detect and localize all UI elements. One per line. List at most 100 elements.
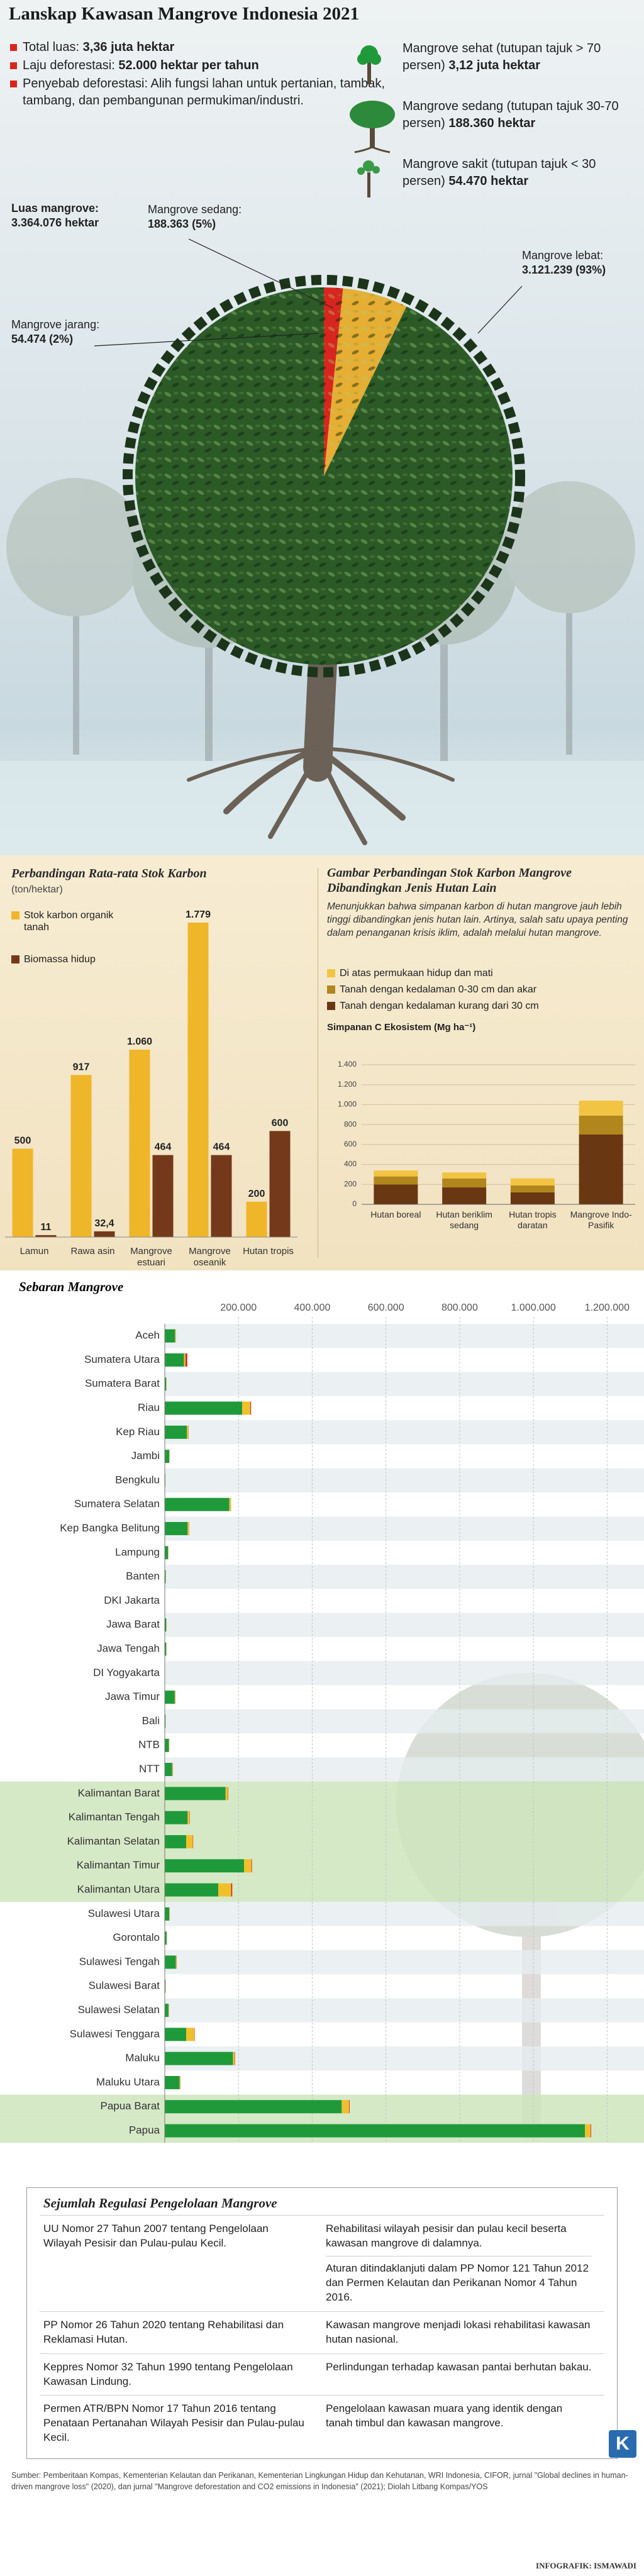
chart-distribution: Sebaran Mangrove 200.000 400.000 600.000 80… [0, 1279, 644, 2143]
bar-segment [165, 2028, 186, 2041]
y-tick-label: 600 [344, 1140, 357, 1148]
bar-segment [192, 1835, 194, 1848]
bar-segment [169, 1907, 170, 1921]
condition-value: 3,12 juta hektar [448, 58, 540, 72]
y-tick-label: DKI Jakarta [104, 1594, 160, 1606]
summary-item: Total luas: 3,36 juta hektar [9, 39, 386, 56]
y-tick-label: 1.200 [338, 1080, 357, 1089]
bar-segment [165, 1377, 167, 1391]
condition-value: 54.470 hektar [448, 174, 529, 188]
chart-description: Menunjukkan bahwa simpanan karbon di hut… [327, 901, 628, 938]
regulation-name: Keppres Nomor 32 Tahun 1990 tentang Peng… [43, 2360, 293, 2387]
bar-segment [165, 1811, 188, 1824]
summary-value: 3,36 juta hektar [82, 40, 175, 54]
regulation-notes: Rehabilitasi wilayah pesisir dan pulau k… [322, 2216, 604, 2311]
bar-segment [165, 2051, 233, 2065]
pie-total-label: Luas mangrove: [11, 202, 99, 214]
highlight-band [0, 1853, 644, 1878]
bar [35, 1235, 57, 1237]
legend-swatch [327, 969, 335, 977]
bar-segment [165, 1329, 175, 1343]
legend-label: Biomassa hidup [24, 954, 96, 965]
condition-legend: Mangrove sehat (tutupan tajuk > 70 perse… [347, 40, 636, 214]
row-stripe [165, 1613, 644, 1637]
x-tick-label: 1.200.000 [585, 1302, 630, 1313]
pie-label: Mangrove sedang: 188.363 (5%) [148, 203, 242, 231]
legend-label: Tanah dengan kedalaman kurang dari 30 cm [340, 1001, 539, 1011]
bar-segment [442, 1187, 487, 1204]
bar-segment [244, 1859, 252, 1873]
bar-segment [341, 2100, 350, 2114]
regulation-notes: Kawasan mangrove menjadi lokasi rehabili… [322, 2312, 604, 2353]
regulation-note: Perlindungan terhadap kawasan pantai ber… [326, 2360, 592, 2373]
y-tick-label: Kalimantan Utara [77, 1884, 160, 1896]
condition-item: Mangrove sakit (tutupan tajuk < 30 perse… [347, 156, 636, 214]
regulation-name: Permen ATR/BPN Nomor 17 Tahun 2016 tenta… [43, 2402, 304, 2444]
bar-segment [165, 1497, 230, 1511]
bar-segment [165, 1618, 167, 1632]
bar-segment [231, 1883, 233, 1897]
x-tick-label: 600.000 [368, 1302, 404, 1313]
tree-icon [357, 160, 380, 197]
legend-item: Di atas permukaan hidup dan mati [327, 967, 641, 979]
y-tick-label: Aceh [135, 1330, 160, 1341]
y-tick-label: Papua Barat [100, 2100, 160, 2112]
highlight-band [0, 1806, 644, 1830]
y-tick-label: 400 [344, 1160, 357, 1169]
legend-swatch [327, 985, 335, 994]
bar-segment [165, 1353, 184, 1367]
logo: K [609, 2430, 636, 2458]
bar-segment [579, 1101, 623, 1116]
bar-segment [165, 1955, 176, 1969]
y-tick-label: 0 [352, 1199, 357, 1208]
regulation-note: Pengelolaan kawasan muara yang identik d… [326, 2402, 563, 2429]
row-stripe [165, 1709, 644, 1734]
summary-value: Alih fungsi lahan untuk pertanian, tamba… [23, 77, 385, 108]
y-tick-label: Sulawesi Utara [88, 1907, 160, 1919]
bar-segment [165, 1907, 170, 1921]
bar-segment [194, 2028, 195, 2041]
x-tick-label: Mangrove oseanik [189, 1246, 231, 1268]
data-label: 200 [248, 1189, 265, 1199]
chart-subtitle: (ton/hektar) [11, 884, 63, 895]
row-stripe [165, 1998, 644, 2023]
y-tick-label: Riau [138, 1402, 160, 1414]
data-label: 464 [213, 1142, 230, 1153]
x-tick-label: 800.000 [441, 1302, 478, 1313]
pie-label: Mangrove lebat: 3.121.239 (93%) [522, 248, 606, 277]
x-tick-label: Mangrove estuari [130, 1246, 172, 1268]
y-tick-label: Jambi [131, 1450, 160, 1462]
bar-segment [165, 2004, 169, 2018]
bar-segment [510, 1192, 555, 1204]
chart-title: Sebaran Mangrove [19, 1279, 123, 1294]
carbon-section: Perbandingan Rata-rata Stok Karbon (ton/… [0, 855, 644, 1270]
y-tick-label: 200 [344, 1179, 357, 1188]
bar-segment [510, 1178, 555, 1185]
pie-label: Mangrove jarang: 54.474 (2%) [11, 318, 99, 346]
y-tick-label: Sulawesi Selatan [78, 2004, 160, 2016]
condition-label: Mangrove sehat (tutupan tajuk > 70 perse… [402, 42, 601, 72]
row-stripe [165, 1565, 644, 1589]
y-tick-label: NTT [139, 1763, 160, 1775]
bar [129, 1050, 150, 1237]
bar-segment [185, 1353, 187, 1367]
bar-segment [442, 1178, 487, 1188]
tree-illustration [0, 238, 644, 855]
y-tick-label: 1.000 [338, 1100, 357, 1109]
legend-swatch [11, 911, 19, 919]
source-note: Sumber: Pemberitaan Kompas, Kementerian … [11, 2471, 628, 2491]
y-tick-label: Kalimantan Selatan [67, 1835, 160, 1847]
row-stripe [165, 1468, 644, 1493]
bar [246, 1201, 267, 1237]
y-tick-label: DI Yogyakarta [93, 1667, 160, 1679]
data-label: 1.779 [186, 909, 211, 920]
x-tick-label: 200.000 [220, 1302, 257, 1313]
tree-icon [350, 101, 395, 153]
data-label: 32,4 [94, 1218, 114, 1229]
bar-segment [165, 2100, 342, 2114]
bar-segment [165, 1450, 170, 1463]
summary-label: Laju deforestasi: [23, 58, 115, 72]
summary-label: Total luas: [23, 40, 80, 54]
credit: INFOGRAFIK: ISMAWADI [536, 2561, 636, 2570]
legend-label: Di atas permukaan hidup dan mati [340, 968, 493, 979]
